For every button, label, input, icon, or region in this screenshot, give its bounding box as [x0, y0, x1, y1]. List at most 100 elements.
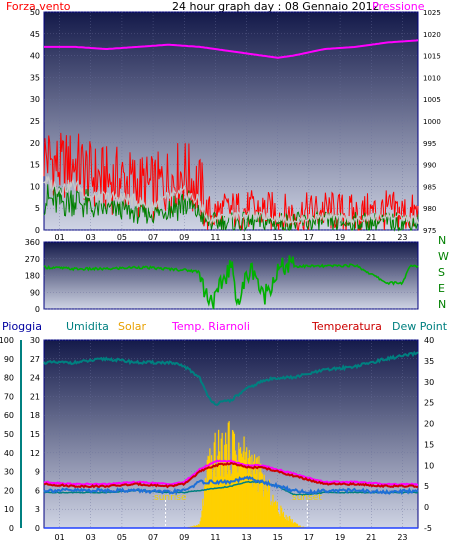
direction-tick-label: 360 — [25, 238, 40, 247]
rain-tick-label: 50 — [4, 430, 14, 439]
pressure-tick-label: 980 — [423, 205, 436, 213]
humidity-line — [43, 350, 419, 406]
hour-tick-label: 13 — [241, 533, 251, 542]
hour-tick-label: 09 — [179, 533, 189, 542]
legend-dew-point: Dew Point — [392, 320, 448, 333]
humidity-tick-label: 9 — [35, 468, 40, 477]
direction-tick-label: 90 — [30, 288, 40, 297]
chart-title: 24 hour graph day : 08 Gennaio 2012 — [172, 0, 380, 13]
hour-tick-label: 23 — [397, 233, 407, 242]
rain-tick-label: 80 — [4, 374, 14, 383]
panel-1-marks: 0510152025303540455097598098599099510001… — [30, 8, 441, 242]
pressure-tick-label: 1015 — [423, 53, 441, 61]
hour-tick-label: 17 — [304, 533, 314, 542]
rain-tick-label: 0 — [9, 524, 14, 533]
rain-tick-label: 60 — [4, 411, 14, 420]
pressure-tick-label: 985 — [423, 183, 436, 191]
wind-direction-line — [43, 255, 419, 310]
legend-temp-riarnoli: Temp. Riarnoli — [171, 320, 250, 333]
rain-tick-label: 20 — [4, 486, 14, 495]
temperature-line — [43, 461, 419, 489]
compass-label: N — [438, 234, 446, 247]
wind-tick-label: 10 — [30, 182, 40, 191]
temperature-tick-label: -5 — [424, 524, 432, 533]
compass-label: W — [438, 250, 449, 263]
hour-tick-label: 13 — [241, 233, 251, 242]
wind-axis-title: Forza vento — [6, 0, 71, 13]
sunset-label: sunset — [292, 493, 322, 503]
hour-tick-label: 09 — [179, 233, 189, 242]
hour-tick-label: 05 — [117, 533, 127, 542]
hour-tick-label: 01 — [54, 233, 64, 242]
direction-tick-label: 0 — [35, 305, 40, 314]
wind-tick-label: 5 — [35, 204, 40, 213]
pressure-tick-label: 1005 — [423, 96, 441, 104]
rain-tick-label: 70 — [4, 392, 14, 401]
temperature-tick-label: 20 — [424, 420, 434, 429]
humidity-tick-label: 3 — [35, 505, 40, 514]
humidity-tick-label: 30 — [30, 336, 40, 345]
wind-tick-label: 35 — [30, 73, 40, 82]
humidity-tick-label: 15 — [30, 430, 40, 439]
temperature-tick-label: 15 — [424, 440, 434, 449]
humidity-tick-label: 0 — [35, 524, 40, 533]
temperature-tick-label: 30 — [424, 378, 434, 387]
pressure-tick-label: 990 — [423, 162, 436, 170]
hour-tick-label: 03 — [86, 533, 96, 542]
compass-label: E — [438, 282, 445, 295]
wind-tick-label: 0 — [35, 226, 40, 235]
wind-average-line — [43, 175, 419, 226]
hour-tick-label: 15 — [273, 233, 283, 242]
temperature-tick-label: 0 — [424, 503, 429, 512]
legend-solar: Solar — [118, 320, 147, 333]
temp-riarnoli-line — [43, 459, 419, 486]
wind-tick-label: 40 — [30, 52, 40, 61]
rain-tick-label: 100 — [0, 336, 14, 345]
hour-tick-label: 05 — [117, 233, 127, 242]
hour-tick-label: 21 — [366, 233, 376, 242]
panel-3-marks: 0102030405060708090100036912151821242730… — [0, 336, 434, 542]
temperature-tick-label: 25 — [424, 399, 434, 408]
hour-tick-label: 03 — [86, 233, 96, 242]
wind-tick-label: 25 — [30, 117, 40, 126]
hour-tick-label: 11 — [210, 233, 220, 242]
rain-tick-label: 30 — [4, 468, 14, 477]
pressure-tick-label: 1020 — [423, 31, 441, 39]
legend-temperatura: Temperatura — [311, 320, 382, 333]
direction-tick-label: 180 — [25, 272, 40, 281]
wind-tick-label: 20 — [30, 139, 40, 148]
pressure-tick-label: 1010 — [423, 74, 441, 82]
pressure-tick-label: 995 — [423, 140, 436, 148]
hour-tick-label: 07 — [148, 233, 158, 242]
sunrise-label: sunrise — [154, 493, 187, 503]
pressure-line — [44, 39, 419, 59]
wind-tick-label: 45 — [30, 30, 40, 39]
hour-tick-label: 17 — [304, 233, 314, 242]
humidity-tick-label: 12 — [30, 449, 40, 458]
legend-umidita: Umidita — [66, 320, 109, 333]
hour-tick-label: 19 — [335, 533, 345, 542]
temperature-tick-label: 40 — [424, 336, 434, 345]
temperature-tick-label: 10 — [424, 461, 434, 470]
rain-tick-label: 10 — [4, 505, 14, 514]
humidity-tick-label: 6 — [35, 486, 40, 495]
wind-tick-label: 50 — [30, 8, 40, 17]
hour-tick-label: 23 — [397, 533, 407, 542]
rain-tick-label: 90 — [4, 355, 14, 364]
hour-tick-label: 07 — [148, 533, 158, 542]
wind-tick-label: 30 — [30, 95, 40, 104]
pressure-tick-label: 975 — [423, 227, 436, 235]
humidity-tick-label: 18 — [30, 411, 40, 420]
blue-temperature-line — [43, 475, 419, 496]
humidity-tick-label: 27 — [30, 355, 40, 364]
humidity-tick-label: 21 — [30, 392, 40, 401]
hour-tick-label: 21 — [366, 533, 376, 542]
hour-tick-label: 19 — [335, 233, 345, 242]
hour-tick-label: 15 — [273, 533, 283, 542]
wind-tick-label: 15 — [30, 161, 40, 170]
pressure-axis-title: Pressione — [372, 0, 425, 13]
compass-label: S — [438, 266, 445, 279]
